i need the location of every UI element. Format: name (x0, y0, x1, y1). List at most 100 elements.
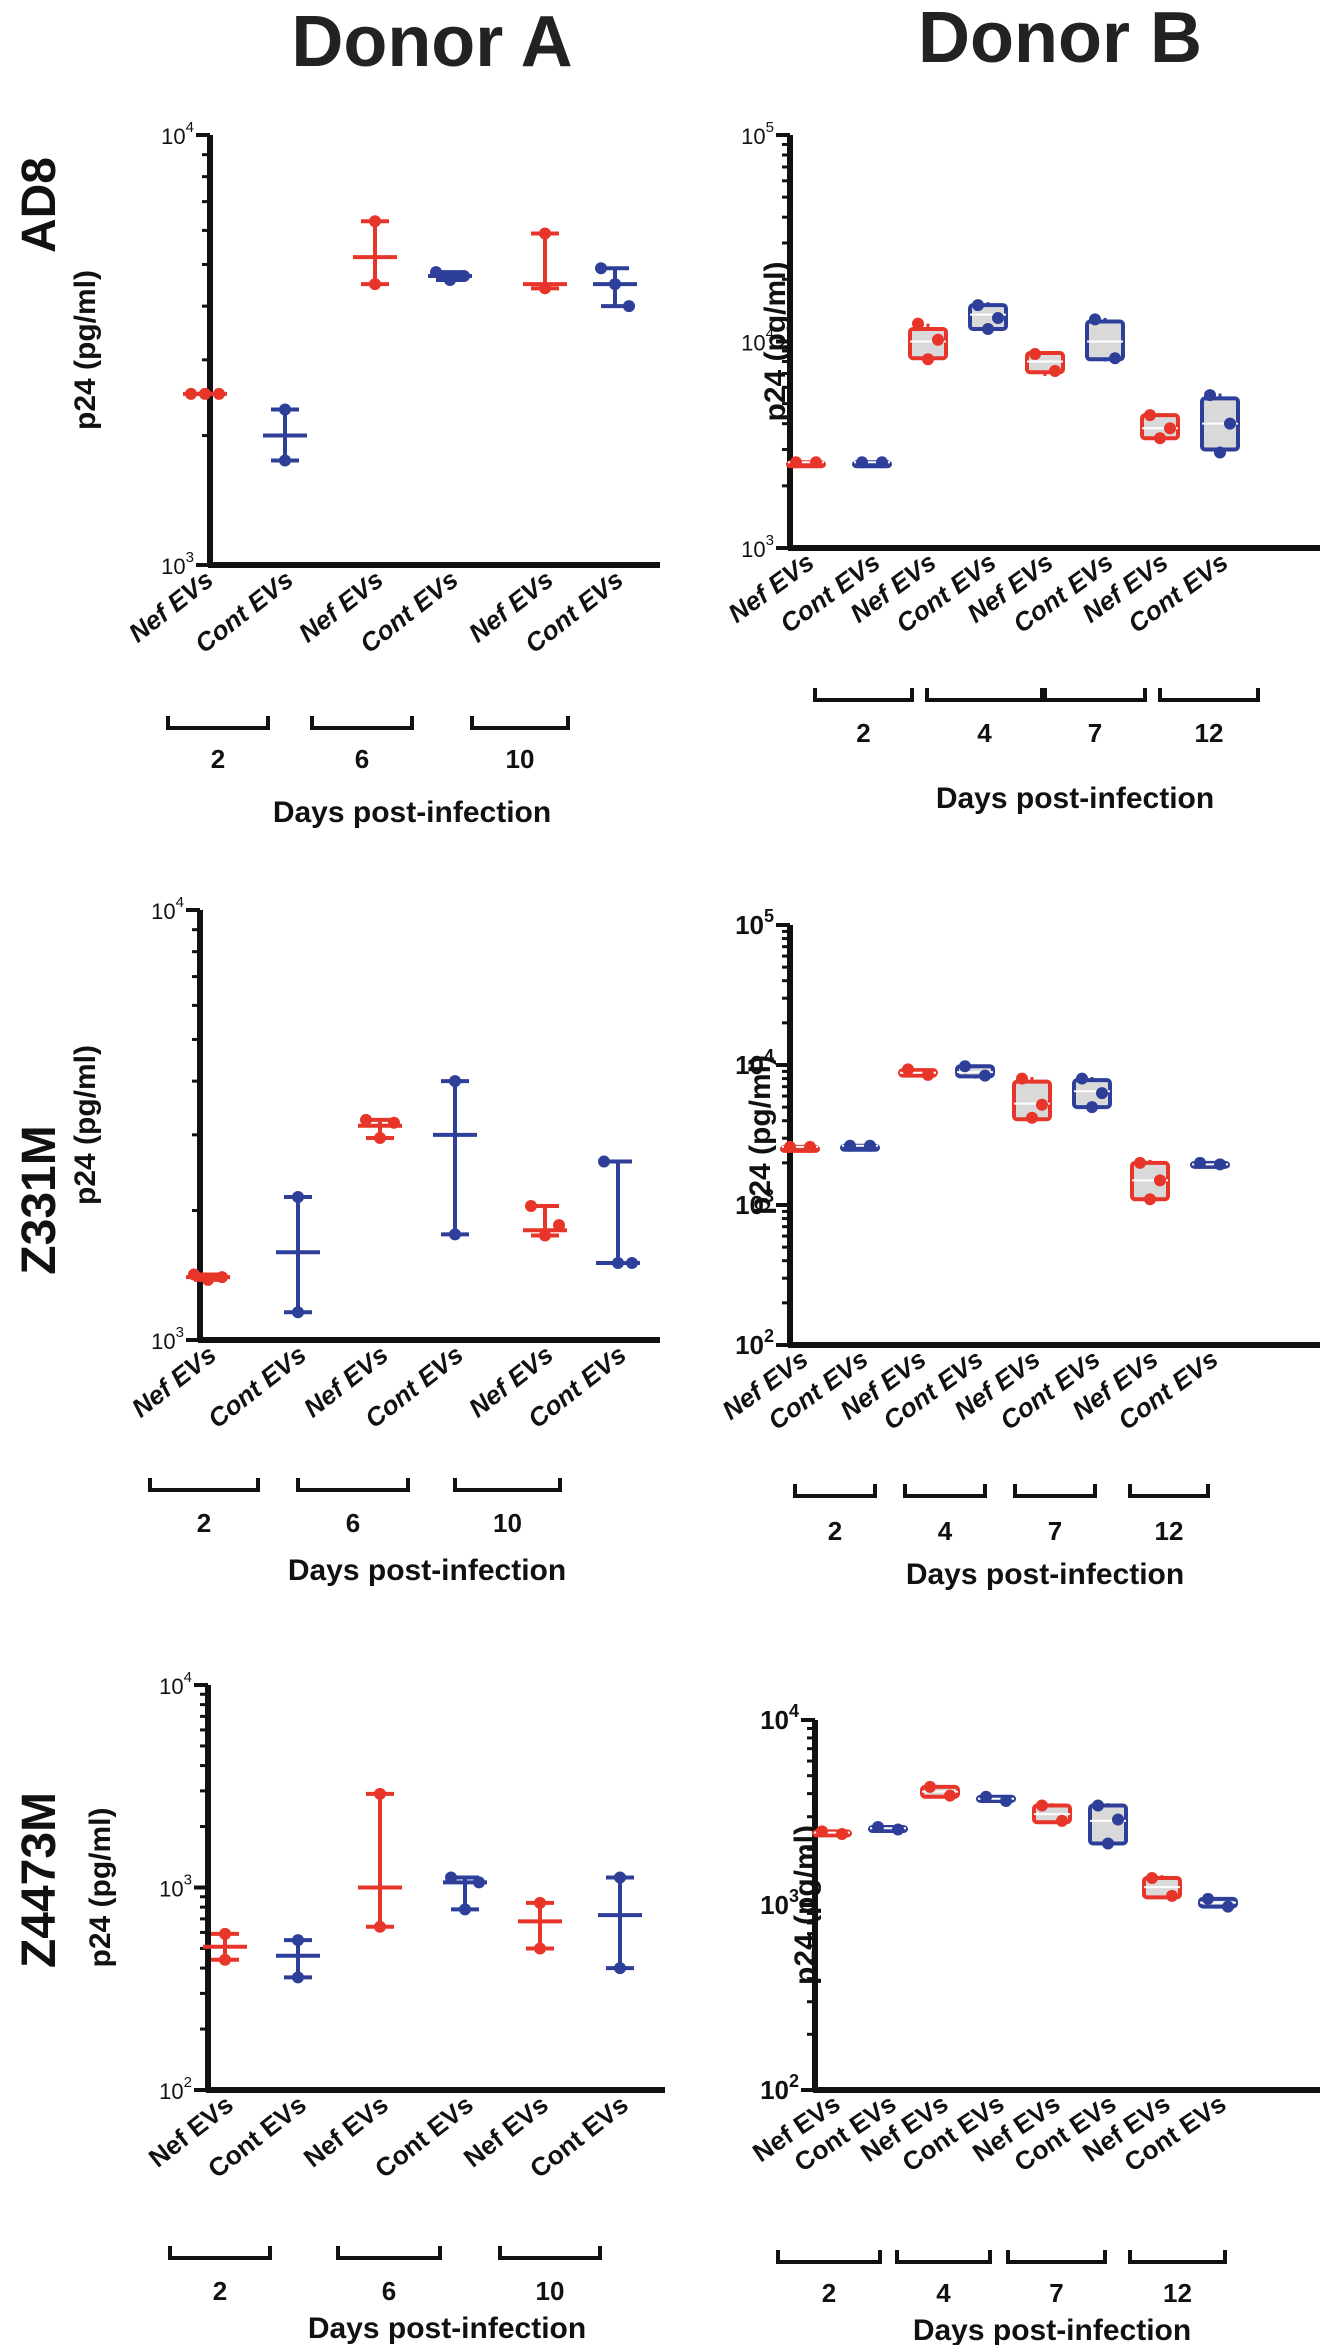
data-point (1204, 389, 1216, 402)
y-tick-exponent: 4 (184, 1669, 192, 1686)
data-point (199, 387, 211, 400)
x-axis-title: Days post-infection (913, 2314, 1191, 2345)
header-donor-a: Donor A (291, 2, 572, 82)
y-tick-base: 10 (735, 1050, 764, 1080)
data-point (1134, 1156, 1146, 1169)
day-bracket (1013, 1484, 1097, 1498)
data-point (449, 1228, 461, 1241)
data-point (216, 1271, 228, 1284)
x-axis-title: Days post-infection (273, 796, 551, 829)
data-point (1112, 1813, 1124, 1826)
y-tick-exponent: 2 (789, 2071, 799, 2091)
data-point (1166, 1889, 1178, 1902)
day-bracket (1128, 2250, 1227, 2264)
data-point (369, 278, 381, 291)
day-bracket (470, 716, 570, 730)
data-point (292, 1934, 304, 1947)
data-point (279, 454, 291, 467)
data-point (458, 269, 470, 282)
y-tick-exponent: 3 (789, 1886, 799, 1906)
y-tick-base: 10 (735, 1190, 764, 1220)
data-point (213, 387, 225, 400)
data-point (959, 1060, 971, 1073)
data-point (872, 1821, 884, 1834)
y-tick-label: 102 (760, 2071, 799, 2105)
y-tick-label: 104 (151, 894, 184, 924)
data-point (972, 299, 984, 312)
y-tick-base: 10 (161, 124, 185, 149)
data-point (459, 1903, 471, 1916)
data-point (980, 1790, 992, 1803)
y-tick-exponent: 4 (186, 119, 194, 136)
data-point (902, 1063, 914, 1076)
data-point (202, 1273, 214, 1286)
day-label: 2 (213, 2276, 227, 2306)
y-tick-base: 10 (161, 554, 185, 579)
y-tick-label: 103 (161, 549, 194, 579)
data-point (1154, 432, 1166, 445)
day-label: 2 (197, 1508, 211, 1538)
data-point (982, 322, 994, 335)
y-tick-exponent: 2 (184, 2074, 192, 2091)
data-point (1026, 1111, 1038, 1124)
y-tick-base: 10 (760, 1705, 789, 1735)
data-point (539, 1229, 551, 1242)
y-tick-label: 104 (741, 326, 774, 356)
y-tick-label: 105 (735, 906, 774, 940)
data-point (922, 1068, 934, 1081)
data-point (445, 1871, 457, 1884)
day-label: 10 (536, 2276, 565, 2306)
y-axis-title: p24 (pg/ml) (69, 270, 102, 430)
day-label: 6 (346, 1508, 360, 1538)
data-point (892, 1823, 904, 1836)
data-point (553, 1219, 565, 1232)
y-tick-exponent: 3 (184, 1872, 192, 1889)
day-bracket (925, 688, 1044, 702)
day-label: 12 (1195, 718, 1224, 748)
day-bracket (1128, 1484, 1210, 1498)
data-point (188, 1268, 200, 1281)
day-bracket (310, 716, 414, 730)
data-point (1086, 1101, 1098, 1114)
y-axis-title: p24 (pg/ml) (759, 261, 792, 421)
day-bracket (296, 1478, 410, 1492)
data-point (1202, 1892, 1214, 1905)
data-point (539, 282, 551, 295)
data-point (1096, 1087, 1108, 1100)
data-point (1214, 446, 1226, 459)
y-tick-base: 10 (760, 2075, 789, 2105)
x-axis-title: Days post-infection (906, 1558, 1184, 1591)
y-axis-title: p24 (pg/ml) (84, 1807, 117, 1967)
day-bracket (1006, 2250, 1107, 2264)
y-tick-exponent: 5 (766, 119, 774, 136)
data-point (449, 1075, 461, 1088)
data-point (444, 274, 456, 287)
day-bracket (895, 2250, 992, 2264)
day-bracket (1158, 688, 1260, 702)
day-label: 2 (822, 2278, 836, 2308)
data-point (626, 1257, 638, 1270)
data-point (876, 456, 888, 469)
data-point (932, 333, 944, 346)
day-bracket (498, 2246, 602, 2260)
day-bracket (776, 2250, 882, 2264)
y-tick-label: 104 (161, 119, 194, 149)
y-tick-exponent: 4 (764, 1046, 774, 1066)
data-point (369, 215, 381, 228)
y-tick-label: 103 (735, 1186, 774, 1220)
y-tick-exponent: 3 (186, 549, 194, 566)
data-point (388, 1116, 400, 1129)
data-point (992, 311, 1004, 324)
data-point (1036, 1098, 1048, 1111)
data-point (360, 1113, 372, 1126)
data-point (784, 1140, 796, 1153)
day-bracket (813, 688, 914, 702)
y-tick-label: 104 (735, 1046, 774, 1080)
data-point (864, 1139, 876, 1152)
data-point (1049, 364, 1061, 377)
y-tick-base: 10 (735, 910, 764, 940)
day-label: 7 (1048, 1516, 1062, 1546)
